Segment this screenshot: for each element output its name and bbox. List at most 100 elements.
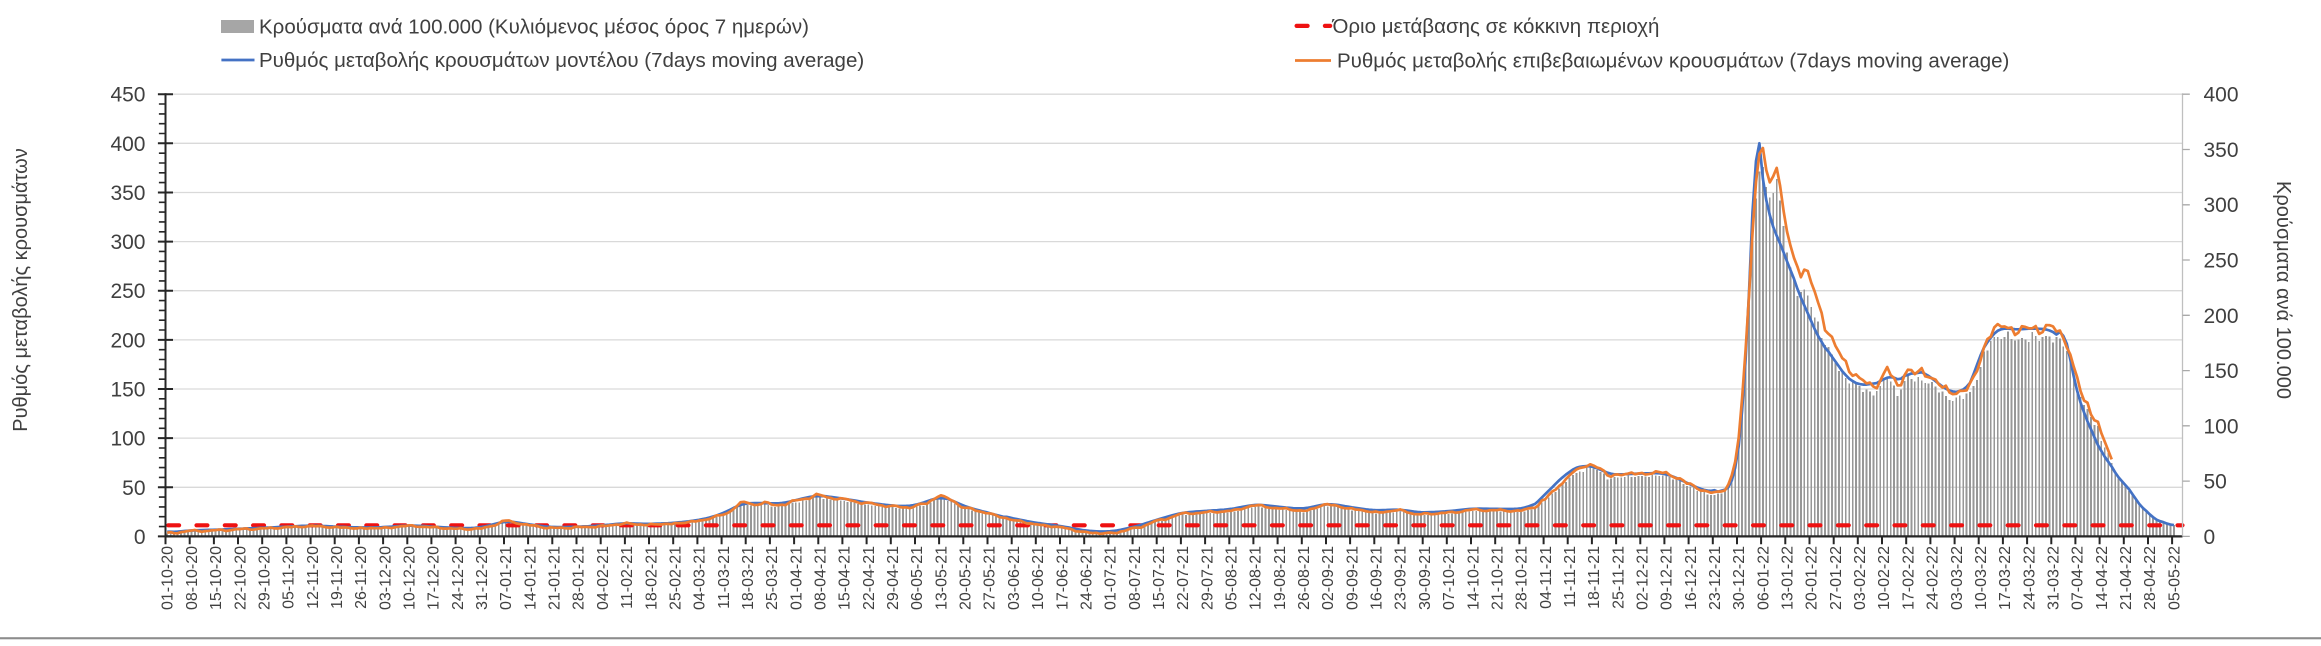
svg-text:31-12-20: 31-12-20 bbox=[474, 546, 491, 610]
svg-text:08-10-20: 08-10-20 bbox=[184, 546, 201, 610]
svg-text:14-01-21: 14-01-21 bbox=[522, 546, 539, 610]
svg-text:30-12-21: 30-12-21 bbox=[1731, 546, 1748, 610]
svg-text:20-01-22: 20-01-22 bbox=[1804, 546, 1821, 610]
svg-text:08-04-21: 08-04-21 bbox=[813, 546, 830, 610]
svg-text:14-10-21: 14-10-21 bbox=[1465, 546, 1482, 610]
svg-text:250: 250 bbox=[110, 280, 145, 303]
svg-text:24-03-22: 24-03-22 bbox=[2021, 546, 2038, 610]
svg-text:Ρυθμός μεταβολής επιβεβαιωμένω: Ρυθμός μεταβολής επιβεβαιωμένων κρουσμάτ… bbox=[1337, 50, 2009, 73]
svg-text:28-04-22: 28-04-22 bbox=[2142, 546, 2159, 610]
svg-text:03-02-22: 03-02-22 bbox=[1852, 546, 1869, 610]
svg-text:25-11-21: 25-11-21 bbox=[1610, 546, 1627, 609]
svg-text:200: 200 bbox=[2204, 305, 2239, 328]
svg-text:25-03-21: 25-03-21 bbox=[764, 546, 781, 610]
svg-text:0: 0 bbox=[2204, 526, 2216, 549]
svg-text:28-01-21: 28-01-21 bbox=[571, 546, 588, 610]
svg-text:29-10-20: 29-10-20 bbox=[256, 546, 273, 610]
svg-text:Κρούσματα ανά 100.000 (Κυλιόμε: Κρούσματα ανά 100.000 (Κυλιόμενος μέσος … bbox=[259, 16, 809, 39]
svg-text:22-04-21: 22-04-21 bbox=[861, 546, 878, 610]
svg-text:16-09-21: 16-09-21 bbox=[1369, 546, 1386, 610]
svg-text:17-12-20: 17-12-20 bbox=[426, 546, 443, 610]
svg-text:300: 300 bbox=[2204, 194, 2239, 217]
svg-text:03-03-22: 03-03-22 bbox=[1949, 546, 1966, 610]
svg-text:0: 0 bbox=[134, 526, 146, 549]
svg-text:10-03-22: 10-03-22 bbox=[1973, 546, 1990, 610]
svg-text:17-06-21: 17-06-21 bbox=[1054, 546, 1071, 610]
svg-text:01-04-21: 01-04-21 bbox=[788, 546, 805, 610]
svg-text:23-09-21: 23-09-21 bbox=[1393, 546, 1410, 610]
svg-text:15-10-20: 15-10-20 bbox=[208, 546, 225, 610]
svg-text:27-01-22: 27-01-22 bbox=[1828, 546, 1845, 610]
svg-text:19-08-21: 19-08-21 bbox=[1272, 546, 1289, 610]
svg-text:13-05-21: 13-05-21 bbox=[933, 546, 950, 610]
svg-text:28-10-21: 28-10-21 bbox=[1514, 546, 1531, 610]
svg-text:26-11-20: 26-11-20 bbox=[353, 546, 370, 609]
svg-text:150: 150 bbox=[110, 379, 145, 402]
svg-text:11-11-21: 11-11-21 bbox=[1562, 546, 1579, 608]
svg-text:22-10-20: 22-10-20 bbox=[232, 546, 249, 610]
svg-text:03-06-21: 03-06-21 bbox=[1006, 546, 1023, 610]
svg-text:07-04-22: 07-04-22 bbox=[2070, 546, 2087, 610]
svg-text:350: 350 bbox=[110, 182, 145, 205]
svg-text:Ρυθμός μεταβολής κρουσμάτων μο: Ρυθμός μεταβολής κρουσμάτων μοντέλου (7d… bbox=[259, 49, 864, 72]
svg-text:13-01-22: 13-01-22 bbox=[1780, 546, 1797, 610]
svg-text:05-05-22: 05-05-22 bbox=[2166, 546, 2183, 610]
svg-text:20-05-21: 20-05-21 bbox=[958, 546, 975, 610]
svg-text:12-11-20: 12-11-20 bbox=[305, 546, 322, 609]
svg-text:200: 200 bbox=[110, 329, 145, 352]
svg-text:02-12-21: 02-12-21 bbox=[1635, 546, 1652, 610]
svg-text:21-04-22: 21-04-22 bbox=[2118, 546, 2135, 610]
svg-text:Κρούσματα ανά 100.000: Κρούσματα ανά 100.000 bbox=[2272, 181, 2294, 399]
svg-text:400: 400 bbox=[110, 133, 145, 156]
svg-text:24-06-21: 24-06-21 bbox=[1078, 546, 1095, 610]
svg-text:26-08-21: 26-08-21 bbox=[1296, 546, 1313, 610]
svg-text:11-02-21: 11-02-21 bbox=[619, 546, 636, 609]
svg-text:24-02-22: 24-02-22 bbox=[1925, 546, 1942, 610]
svg-text:100: 100 bbox=[2204, 415, 2239, 438]
svg-text:25-02-21: 25-02-21 bbox=[667, 546, 684, 610]
svg-text:15-07-21: 15-07-21 bbox=[1151, 546, 1168, 610]
svg-text:02-09-21: 02-09-21 bbox=[1320, 546, 1337, 610]
svg-text:Όριο μετάβασης σε κόκκινη περι: Όριο μετάβασης σε κόκκινη περιοχή bbox=[1332, 15, 1660, 38]
svg-text:12-08-21: 12-08-21 bbox=[1248, 546, 1265, 610]
svg-text:23-12-21: 23-12-21 bbox=[1707, 546, 1724, 610]
svg-text:04-11-21: 04-11-21 bbox=[1538, 546, 1555, 609]
svg-text:04-02-21: 04-02-21 bbox=[595, 546, 612, 610]
svg-text:08-07-21: 08-07-21 bbox=[1127, 546, 1144, 610]
svg-text:05-11-20: 05-11-20 bbox=[281, 546, 298, 609]
svg-text:17-03-22: 17-03-22 bbox=[1997, 546, 2014, 610]
svg-text:07-01-21: 07-01-21 bbox=[498, 546, 515, 610]
svg-text:29-07-21: 29-07-21 bbox=[1199, 546, 1216, 610]
svg-text:18-03-21: 18-03-21 bbox=[740, 546, 757, 610]
svg-text:21-01-21: 21-01-21 bbox=[547, 546, 564, 610]
svg-text:07-10-21: 07-10-21 bbox=[1441, 546, 1458, 610]
svg-text:400: 400 bbox=[2204, 84, 2239, 107]
svg-text:06-01-22: 06-01-22 bbox=[1755, 546, 1772, 610]
svg-text:16-12-21: 16-12-21 bbox=[1683, 546, 1700, 610]
svg-text:15-04-21: 15-04-21 bbox=[837, 546, 854, 610]
svg-text:03-12-20: 03-12-20 bbox=[377, 546, 394, 610]
svg-text:31-03-22: 31-03-22 bbox=[2046, 546, 2063, 610]
svg-text:01-07-21: 01-07-21 bbox=[1103, 546, 1120, 610]
svg-text:10-02-22: 10-02-22 bbox=[1876, 546, 1893, 610]
svg-text:300: 300 bbox=[110, 231, 145, 254]
svg-text:01-10-20: 01-10-20 bbox=[160, 546, 177, 610]
svg-text:09-12-21: 09-12-21 bbox=[1659, 546, 1676, 610]
svg-text:24-12-20: 24-12-20 bbox=[450, 546, 467, 610]
svg-text:18-02-21: 18-02-21 bbox=[643, 546, 660, 610]
svg-text:30-09-21: 30-09-21 bbox=[1417, 546, 1434, 610]
svg-text:22-07-21: 22-07-21 bbox=[1175, 546, 1192, 610]
svg-text:350: 350 bbox=[2204, 139, 2239, 162]
svg-text:10-12-20: 10-12-20 bbox=[402, 546, 419, 610]
svg-text:21-10-21: 21-10-21 bbox=[1489, 546, 1506, 610]
svg-text:27-05-21: 27-05-21 bbox=[982, 546, 999, 610]
svg-text:18-11-21: 18-11-21 bbox=[1586, 546, 1603, 609]
svg-text:06-05-21: 06-05-21 bbox=[909, 546, 926, 610]
svg-text:Ρυθμός μεταβολής κρουσμάτων: Ρυθμός μεταβολής κρουσμάτων bbox=[10, 148, 32, 432]
svg-text:29-04-21: 29-04-21 bbox=[885, 546, 902, 610]
svg-text:09-09-21: 09-09-21 bbox=[1344, 546, 1361, 610]
svg-text:05-08-21: 05-08-21 bbox=[1224, 546, 1241, 610]
svg-text:11-03-21: 11-03-21 bbox=[716, 546, 733, 609]
svg-text:100: 100 bbox=[110, 428, 145, 451]
svg-text:450: 450 bbox=[110, 84, 145, 107]
